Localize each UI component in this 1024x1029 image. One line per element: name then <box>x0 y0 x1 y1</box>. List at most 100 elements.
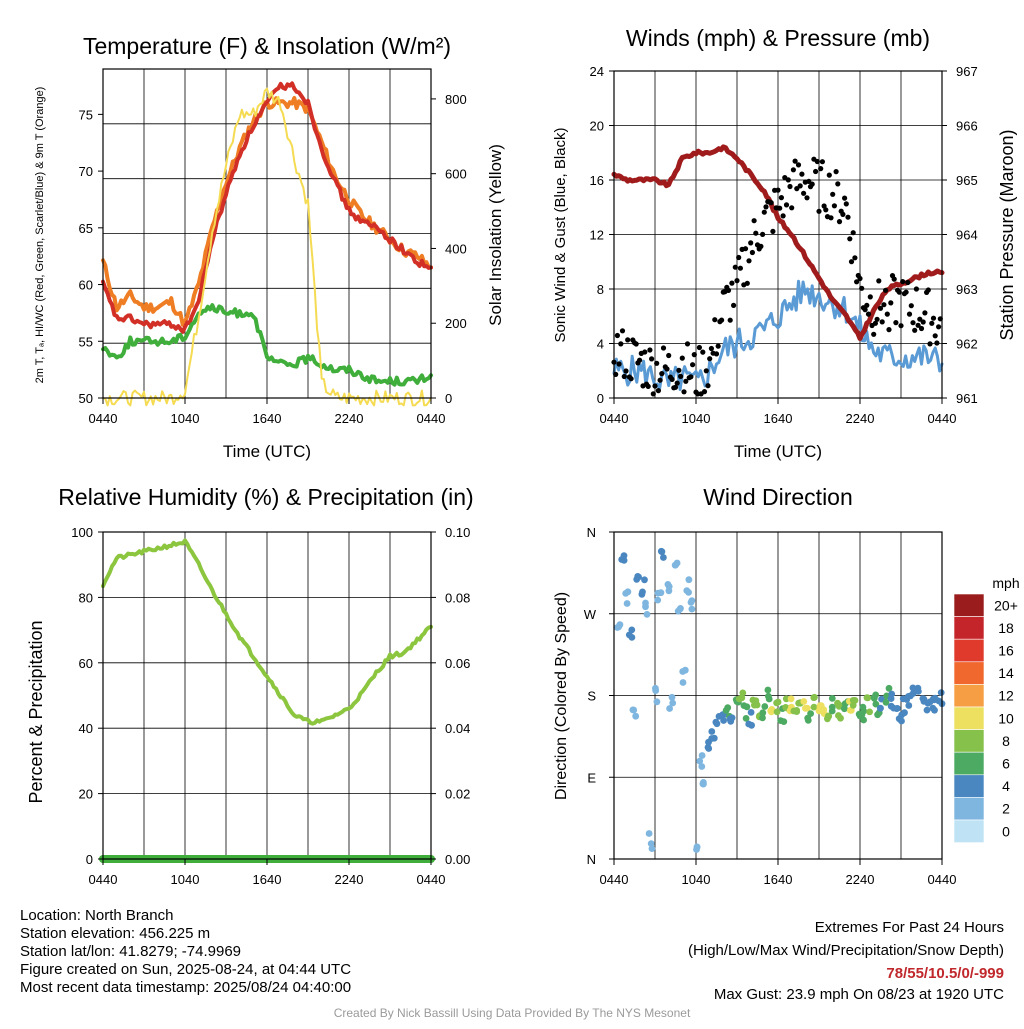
wind-panel: Winds (mph) & Pressure (mb) Sonic Wind &… <box>552 25 1017 461</box>
gust-point <box>660 345 667 351</box>
gust-point <box>871 331 877 337</box>
wind-ytick-label: 12 <box>590 228 604 243</box>
legend-label: 10 <box>998 710 1014 726</box>
station-location: Location: North Branch <box>20 907 174 924</box>
gust-point <box>792 158 798 164</box>
direction-point <box>739 689 747 697</box>
direction-point <box>735 695 743 703</box>
direction-point <box>768 706 776 713</box>
direction-point <box>924 699 932 707</box>
direction-point <box>629 706 637 714</box>
direction-point <box>666 705 673 712</box>
wind-ylabel-right: Station Pressure (Maroon) <box>997 129 1017 340</box>
direction-point <box>708 728 716 735</box>
gust-point <box>753 230 759 236</box>
gust-point <box>678 373 684 379</box>
gust-point <box>619 328 626 334</box>
gust-point <box>915 322 921 328</box>
gust-point <box>649 356 655 362</box>
wind-y2tick-label: 961 <box>956 391 978 406</box>
gust-point <box>795 162 802 168</box>
direction-point <box>628 626 636 634</box>
rh-y2tick-label: 0.10 <box>445 525 470 540</box>
rh-y2tick-label: 0.00 <box>445 852 470 867</box>
wind-ytick-label: 16 <box>590 173 604 188</box>
gust-point <box>666 352 672 359</box>
wind-ytick-label: 4 <box>597 337 604 352</box>
temp-ytick-label: 70 <box>79 164 93 179</box>
gust-point <box>690 362 696 368</box>
gust-point <box>818 166 824 172</box>
gust-point <box>614 332 621 339</box>
gust-point <box>780 213 786 219</box>
gust-point <box>850 230 856 236</box>
legend-swatch <box>953 616 985 640</box>
temp-dewpoint-line <box>101 303 433 387</box>
gust-point <box>886 327 892 333</box>
gust-point <box>628 376 634 382</box>
gust-point <box>927 341 933 347</box>
wind-ytick-label: 8 <box>597 282 604 297</box>
gust-point <box>936 324 942 330</box>
direction-point <box>639 588 646 596</box>
direction-point <box>720 717 727 724</box>
rh-y2tick-label: 0.04 <box>445 721 470 736</box>
gust-point <box>645 383 651 389</box>
direction-point <box>780 718 788 725</box>
gust-point <box>727 317 733 323</box>
direction-point <box>888 690 896 698</box>
gust-point <box>845 214 851 220</box>
humidity-title: Relative Humidity (%) & Precipitation (i… <box>58 484 473 510</box>
direction-point <box>937 689 945 696</box>
direction-ylabel-left: Direction (Colored By Speed) <box>553 592 570 800</box>
gust-point <box>852 255 858 261</box>
direction-point <box>653 698 661 706</box>
legend-swatch <box>953 661 985 685</box>
direction-point <box>623 600 631 607</box>
extremes-values: 78/55/10.5/0/-999 <box>886 965 1004 982</box>
direction-point <box>664 581 672 588</box>
gust-point <box>696 344 703 351</box>
legend-swatch <box>953 797 985 821</box>
legend-label: 8 <box>1002 733 1010 749</box>
direction-point <box>849 701 857 709</box>
legend-label: 0 <box>1002 823 1010 839</box>
gust-point <box>848 259 855 265</box>
direction-point <box>657 589 665 597</box>
gust-point <box>625 337 631 343</box>
gust-point <box>830 191 836 197</box>
rh-ytick-label: 0 <box>86 852 93 867</box>
gust-point <box>823 207 829 213</box>
direction-point <box>761 703 769 710</box>
legend-swatch <box>953 819 985 843</box>
gust-point <box>729 280 735 286</box>
wind-ytick-label: 20 <box>590 119 604 134</box>
rh-ytick-label: 60 <box>79 656 93 671</box>
gust-point <box>691 352 697 358</box>
direction-point <box>753 701 761 709</box>
temperature-ylabel-right: Solar Insolation (Yellow) <box>486 144 505 326</box>
temp-xtick-label: 1040 <box>171 411 200 426</box>
direction-point <box>931 706 938 714</box>
direction-point <box>673 559 681 567</box>
gust-point <box>864 302 870 308</box>
gust-point <box>840 211 846 217</box>
gust-point <box>737 265 744 271</box>
gust-point <box>900 279 906 285</box>
wind-ytick-label: 0 <box>597 391 604 406</box>
wind-y2tick-label: 966 <box>956 119 978 134</box>
direction-point <box>894 705 901 712</box>
gust-point <box>703 368 709 374</box>
gust-point <box>775 187 781 193</box>
legend-swatch <box>953 684 985 708</box>
dir-ytick-label: W <box>584 607 597 622</box>
dir-xtick-label: 2240 <box>846 872 875 887</box>
gust-point <box>843 201 849 207</box>
gust-point <box>867 294 873 300</box>
direction-point <box>764 686 772 694</box>
gust-point <box>732 264 738 270</box>
wind-direction-panel: Wind Direction Direction (Colored By Spe… <box>553 484 1020 800</box>
direction-point <box>699 780 707 788</box>
gust-point <box>865 311 872 317</box>
gust-point <box>652 383 658 389</box>
